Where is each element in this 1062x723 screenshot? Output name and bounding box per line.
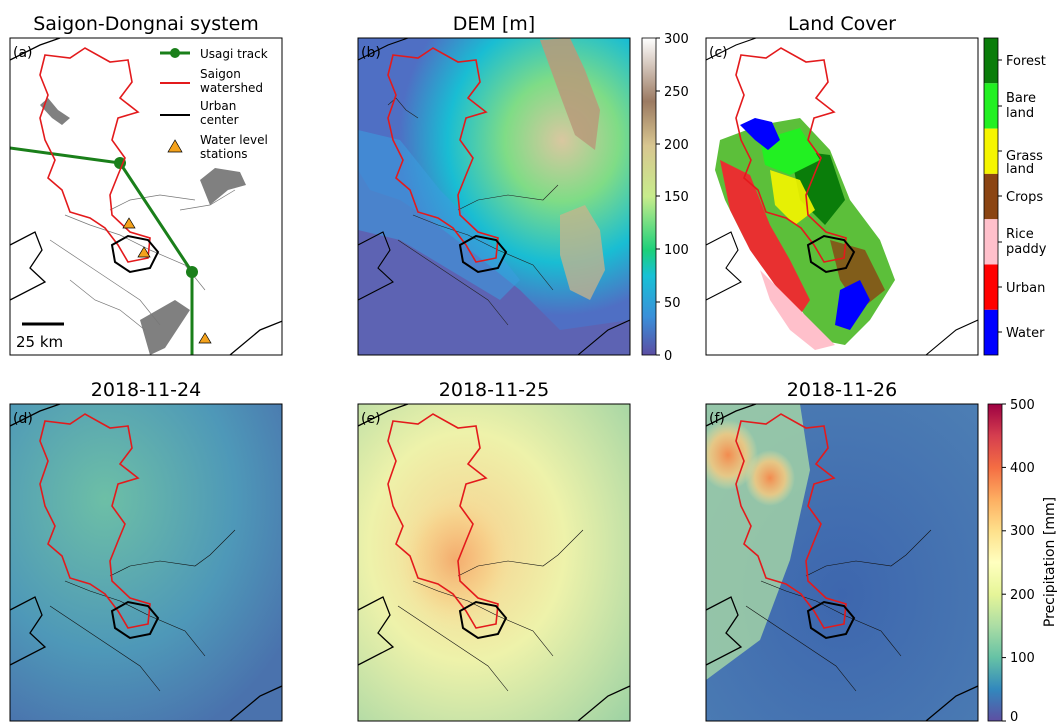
legend-water-level-stations: Water level stations xyxy=(200,133,268,161)
dem-tick: 100 xyxy=(664,243,689,258)
urban-center xyxy=(458,234,508,274)
saigon-watershed xyxy=(39,413,151,629)
coastline xyxy=(706,38,978,355)
coastline xyxy=(358,38,630,355)
dem-tick: 0 xyxy=(664,349,672,364)
panel-b-title: DEM [m] xyxy=(453,13,535,35)
legend-saigon-watershed: Saigon watershed xyxy=(200,67,263,95)
water-level-station xyxy=(198,332,212,344)
panel-d-tag: (d) xyxy=(13,411,33,427)
coastline xyxy=(10,404,282,721)
coastline xyxy=(358,404,630,721)
legend-urban-center: Urban center xyxy=(200,99,239,127)
landcover-label: Bare land xyxy=(1006,91,1036,121)
panel-a-tag: (a) xyxy=(13,45,33,61)
river-network xyxy=(49,189,236,331)
panel-f-tag: (f) xyxy=(709,411,725,427)
panel-a: Saigon-Dongnai system (a) Usagi track Sa… xyxy=(9,13,283,356)
track-point xyxy=(114,157,126,169)
panel-f-title: 2018-11-26 xyxy=(787,379,897,401)
landcover-label: Water xyxy=(1006,326,1045,341)
dem-colorbar xyxy=(641,37,657,356)
panel-c: Land Cover (c) Fo xyxy=(705,13,1047,356)
saigon-watershed xyxy=(735,413,847,629)
precip-tick: 500 xyxy=(1010,398,1035,413)
dem-tick: 150 xyxy=(664,190,689,205)
dem-tick: 200 xyxy=(664,138,689,153)
precip-tick: 400 xyxy=(1010,461,1035,476)
precip-colorbar xyxy=(987,403,1003,722)
panel-d: 2018-11-24 (d) xyxy=(9,379,283,722)
precip-tick: 300 xyxy=(1010,524,1035,539)
precip-tick: 0 xyxy=(1010,710,1018,723)
urban-center xyxy=(110,600,160,640)
panel-c-tag: (c) xyxy=(709,45,728,61)
panel-a-title: Saigon-Dongnai system xyxy=(33,13,259,35)
usagi-track-legend-marker xyxy=(170,48,180,58)
panel-e: 2018-11-25 (e) xyxy=(357,379,631,722)
coastline xyxy=(706,404,978,721)
panel-b: DEM [m] (b) 0 50 100 150 200 250 300 xyxy=(357,13,689,364)
precip-colorbar-ticks: 0 100 200 300 400 500 xyxy=(1002,398,1035,723)
panel-a-legend: Usagi track Saigon watershed Urban center … xyxy=(160,47,268,161)
urban-center xyxy=(458,600,508,640)
gray-water-bodies xyxy=(40,98,246,355)
landcover-labels: Forest Bare land Grass land Crops Rice padd… xyxy=(998,54,1047,341)
panel-d-title: 2018-11-24 xyxy=(91,379,201,401)
scale-bar-label: 25 km xyxy=(16,333,63,351)
panel-f: 2018-11-26 (f) 0 100 200 300 400 500 Pre… xyxy=(705,379,1058,723)
precip-tick: 200 xyxy=(1010,588,1035,603)
landcover-label: Urban xyxy=(1006,281,1045,296)
water-bodies xyxy=(740,118,870,330)
saigon-watershed xyxy=(39,47,151,263)
saigon-watershed xyxy=(387,413,499,629)
legend-usagi-track: Usagi track xyxy=(200,47,268,61)
urban-center xyxy=(806,234,856,274)
landcover-label: Forest xyxy=(1006,54,1046,69)
precip-tick: 100 xyxy=(1010,651,1035,666)
river-network xyxy=(397,529,584,692)
saigon-watershed xyxy=(735,47,847,263)
river-network xyxy=(387,97,559,326)
water-level-station xyxy=(122,217,136,229)
precip-colorbar-label: Precipitation [mm] xyxy=(1042,497,1058,627)
water-level-station xyxy=(137,246,151,258)
landcover-label: Rice paddy xyxy=(1006,227,1047,257)
river-network xyxy=(745,529,932,692)
coastline xyxy=(10,38,282,355)
river-network xyxy=(49,529,236,692)
panel-e-tag: (e) xyxy=(361,411,381,427)
landcover-label: Crops xyxy=(1006,190,1043,205)
panel-e-title: 2018-11-25 xyxy=(439,379,549,401)
dem-tick: 300 xyxy=(664,32,689,47)
dem-colorbar-ticks: 0 50 100 150 200 250 300 xyxy=(656,32,689,364)
usagi-track-line xyxy=(10,146,194,355)
landcover-colorbar xyxy=(983,37,999,356)
panel-b-tag: (b) xyxy=(361,45,381,61)
panel-c-title: Land Cover xyxy=(788,13,896,35)
urban-center xyxy=(110,234,160,274)
dem-tick: 250 xyxy=(664,85,689,100)
landcover-label: Grass land xyxy=(1006,149,1043,177)
dem-tick: 50 xyxy=(664,296,681,311)
track-point xyxy=(186,266,198,278)
saigon-watershed xyxy=(387,47,499,263)
water-level-station-legend-marker xyxy=(167,139,183,153)
urban-center xyxy=(806,600,856,640)
